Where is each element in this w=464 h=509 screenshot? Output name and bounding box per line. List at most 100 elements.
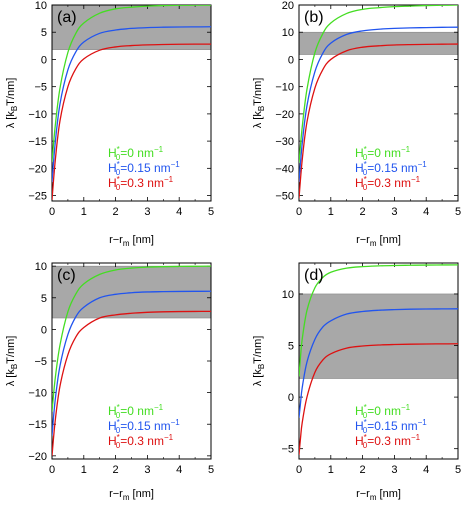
x-tick-label: 5 bbox=[208, 464, 214, 476]
x-tick-label: 1 bbox=[328, 464, 334, 476]
y-tick-label: −5 bbox=[281, 444, 294, 456]
series-line bbox=[52, 5, 211, 162]
x-label-unit: [nm] bbox=[129, 234, 153, 246]
y-label-post: T/nm] bbox=[5, 336, 17, 364]
y-tick-label: 10 bbox=[35, 0, 47, 12]
legend-exp: −1 bbox=[154, 145, 164, 154]
legend-entry: H* 0=0.15 nm−1 bbox=[108, 160, 180, 177]
legend-symbol: H bbox=[355, 404, 364, 418]
x-tick-label: 0 bbox=[49, 464, 55, 476]
y-label-pre: λ [k bbox=[5, 111, 17, 129]
x-tick-label: 4 bbox=[176, 464, 182, 476]
x-tick-label: 0 bbox=[296, 206, 302, 218]
x-tick-label: 0 bbox=[49, 206, 55, 218]
legend-sub: 0 bbox=[363, 411, 368, 420]
series-line bbox=[299, 308, 458, 418]
y-axis-label: λ [kBT/nm] bbox=[252, 336, 266, 387]
legend-symbol: H bbox=[355, 146, 364, 160]
y-tick-label: 10 bbox=[282, 289, 294, 301]
x-label-sub: m bbox=[370, 239, 377, 248]
y-tick-label: 0 bbox=[41, 54, 47, 66]
legend-sub: 0 bbox=[363, 441, 368, 450]
legend-sup: * bbox=[364, 418, 367, 427]
series-line bbox=[299, 26, 458, 182]
x-axis-label: r−rm [nm] bbox=[109, 234, 154, 248]
y-axis-label: λ [kBT/nm] bbox=[5, 336, 19, 387]
y-label-sub: B bbox=[10, 364, 19, 369]
x-tick-label: 2 bbox=[113, 206, 119, 218]
y-tick-label: −10 bbox=[275, 82, 294, 94]
legend-symbol: H bbox=[355, 434, 364, 448]
series-line bbox=[299, 343, 458, 455]
x-tick-label: 3 bbox=[144, 464, 150, 476]
x-label-main: r−r bbox=[109, 234, 123, 246]
series-line bbox=[52, 310, 211, 456]
y-tick-label: −20 bbox=[28, 451, 47, 463]
legend-sup: * bbox=[117, 403, 120, 412]
legend-value: =0 nm bbox=[367, 146, 401, 160]
legend-sup: * bbox=[364, 175, 367, 184]
legend-sub: 0 bbox=[363, 183, 368, 192]
y-label-sub: B bbox=[10, 106, 19, 111]
series-group bbox=[52, 5, 211, 200]
y-tick-label: 5 bbox=[41, 27, 47, 39]
series-group bbox=[299, 5, 458, 199]
y-tick-label: 5 bbox=[288, 341, 294, 353]
legend-sub: 0 bbox=[116, 411, 121, 420]
y-tick-label: 0 bbox=[41, 324, 47, 336]
legend-sub: 0 bbox=[363, 168, 368, 177]
legend-symbol: H bbox=[355, 161, 364, 175]
y-tick-label: −5 bbox=[34, 82, 47, 94]
y-label-sub: B bbox=[257, 106, 266, 111]
series-line bbox=[299, 43, 458, 199]
x-axis-label: r−rm [nm] bbox=[356, 234, 401, 248]
x-tick-label: 3 bbox=[391, 464, 397, 476]
legend-value: =0.3 nm bbox=[367, 434, 411, 448]
legend-value: =0 nm bbox=[367, 404, 401, 418]
legend-value: =0.15 nm bbox=[367, 419, 417, 433]
y-label-post: T/nm] bbox=[252, 78, 264, 106]
x-tick-label: 5 bbox=[208, 206, 214, 218]
legend-exp: −1 bbox=[401, 145, 411, 154]
legend-symbol: H bbox=[355, 176, 364, 190]
legend-exp: −1 bbox=[164, 175, 174, 184]
legend-sup: * bbox=[117, 433, 120, 442]
x-tick-label: 2 bbox=[113, 464, 119, 476]
y-tick-label: −40 bbox=[275, 163, 294, 175]
y-tick-label: −10 bbox=[28, 388, 47, 400]
x-tick-label: 5 bbox=[455, 206, 461, 218]
series-line bbox=[299, 264, 458, 377]
x-tick-label: 2 bbox=[360, 206, 366, 218]
legend-value: =0.3 nm bbox=[120, 176, 164, 190]
legend-sub: 0 bbox=[116, 183, 121, 192]
y-tick-label: 0 bbox=[288, 54, 294, 66]
y-tick-label: −20 bbox=[275, 109, 294, 121]
series-line bbox=[52, 43, 211, 200]
legend-sup: * bbox=[364, 403, 367, 412]
x-label-sub: m bbox=[123, 239, 130, 248]
legend-exp: −1 bbox=[171, 160, 181, 169]
legend-value: =0 nm bbox=[120, 146, 154, 160]
legend-symbol: H bbox=[108, 176, 117, 190]
legend-sup: * bbox=[364, 145, 367, 154]
x-label-unit: [nm] bbox=[376, 234, 400, 246]
y-tick-label: −20 bbox=[28, 163, 47, 175]
legend-exp: −1 bbox=[164, 433, 174, 442]
legend-entry: H* 0=0 nm−1 bbox=[108, 403, 164, 420]
y-tick-label: −30 bbox=[275, 136, 294, 148]
panel-label: (d) bbox=[304, 267, 324, 284]
legend-sup: * bbox=[117, 418, 120, 427]
y-tick-label: −5 bbox=[34, 356, 47, 368]
series-line bbox=[52, 26, 211, 182]
legend-sup: * bbox=[117, 160, 120, 169]
y-tick-label: −15 bbox=[28, 419, 47, 431]
shaded-band bbox=[298, 293, 459, 379]
shaded-band bbox=[298, 31, 459, 55]
y-label-post: T/nm] bbox=[5, 78, 17, 106]
legend-entry: H* 0=0.3 nm−1 bbox=[108, 433, 174, 450]
y-label-post: T/nm] bbox=[252, 336, 264, 364]
x-tick-label: 3 bbox=[144, 206, 150, 218]
x-tick-label: 2 bbox=[360, 464, 366, 476]
